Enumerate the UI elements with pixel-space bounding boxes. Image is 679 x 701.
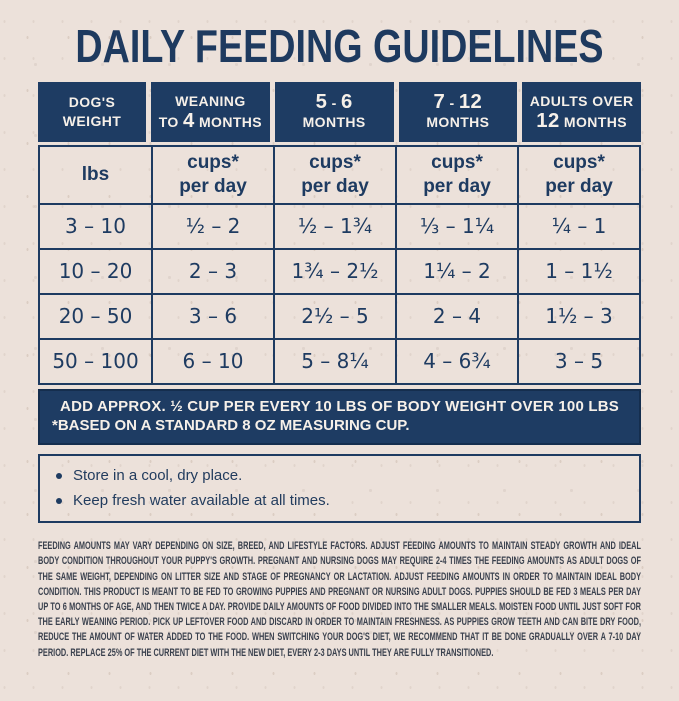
unit-text: per day — [301, 175, 369, 197]
header-line: WEANING — [175, 93, 246, 110]
fine-print-text: FEEDING AMOUNTS MAY VARY DEPENDING ON SI… — [38, 540, 641, 659]
table-row: 20 – 50 3 – 6 2½ – 5 2 – 4 1½ – 3 — [38, 292, 641, 340]
table-row: 10 – 20 2 – 3 1¾ – 2½ 1¼ – 2 1 – 1½ — [38, 247, 641, 295]
amount-cell: 1¾ – 2½ — [273, 247, 397, 295]
header-cell-adults-over-12: ADULTS OVER 12 MONTHS — [522, 81, 641, 142]
tip-text: Keep fresh water available at all times. — [73, 492, 330, 510]
header-line: MONTHS — [426, 113, 490, 130]
unit-text: cups* — [431, 151, 483, 173]
note-bar-line1: ADD APPROX. ½ CUP PER EVERY 10 LBS OF BO… — [60, 397, 619, 415]
amount-cell: ⅓ – 1¼ — [395, 202, 519, 250]
amount-cell: 2 – 3 — [151, 247, 275, 295]
header-cell-5-6-months: 5 - 6 MONTHS — [274, 81, 394, 142]
header-line: 5 - 6 — [315, 91, 353, 114]
table-row: 3 – 10 ½ – 2 ½ – 1¾ ⅓ – 1¼ ¼ – 1 — [38, 202, 641, 250]
weight-range-cell: 50 – 100 — [38, 337, 153, 385]
tip-text: Store in a cool, dry place. — [73, 466, 243, 484]
header-cell-dogs-weight: DOG'S WEIGHT — [38, 81, 146, 142]
unit-text: per day — [179, 175, 247, 197]
weight-range-cell: 20 – 50 — [38, 292, 153, 340]
unit-text: lbs — [81, 163, 110, 185]
unit-text: cups* — [187, 151, 239, 173]
amount-cell: ¼ – 1 — [517, 202, 641, 250]
header-line: DOG'S — [68, 94, 116, 111]
header-cell-weaning-4-months: WEANING TO 4 MONTHS — [151, 81, 270, 142]
fine-print-section: FEEDING AMOUNTS MAY VARY DEPENDING ON SI… — [38, 539, 641, 679]
weight-range-cell: 10 – 20 — [38, 247, 153, 295]
header-line: TO 4 MONTHS — [158, 109, 263, 132]
list-item: Store in a cool, dry place. — [56, 463, 623, 489]
note-bar-line2: *BASED ON A STANDARD 8 OZ MEASURING CUP. — [52, 416, 410, 434]
weight-range-cell: 3 – 10 — [38, 202, 153, 250]
unit-cell: cups* per day — [517, 144, 641, 205]
page-title: DAILY FEEDING GUIDELINES — [75, 20, 604, 72]
amount-cell: 3 – 6 — [151, 292, 275, 340]
amount-cell: 2½ – 5 — [273, 292, 397, 340]
units-row: lbs cups* per day cups* per day cups* pe… — [38, 144, 641, 205]
bullet-icon — [56, 498, 62, 505]
amount-cell: 2 – 4 — [395, 292, 519, 340]
amount-cell: 1¼ – 2 — [395, 247, 519, 295]
feeding-table: lbs cups* per day cups* per day cups* pe… — [38, 144, 641, 385]
list-item: Keep fresh water available at all times. — [56, 488, 623, 514]
unit-cell: cups* per day — [151, 144, 275, 205]
unit-cell: lbs — [38, 144, 153, 205]
amount-cell: 3 – 5 — [517, 337, 641, 385]
unit-text: per day — [423, 175, 491, 197]
amount-cell: ½ – 2 — [151, 202, 275, 250]
amount-cell: 5 – 8¼ — [273, 337, 397, 385]
unit-text: per day — [545, 175, 613, 197]
unit-cell: cups* per day — [395, 144, 519, 205]
amount-cell: 1 – 1½ — [517, 247, 641, 295]
header-line: 12 MONTHS — [536, 109, 627, 132]
tips-box: Store in a cool, dry place. Keep fresh w… — [38, 453, 641, 524]
feeding-table-header: DOG'S WEIGHT WEANING TO 4 MONTHS 5 - 6 M… — [38, 81, 641, 142]
amount-cell: ½ – 1¾ — [273, 202, 397, 250]
header-line: 7 - 12 — [433, 91, 483, 114]
bullet-icon — [56, 472, 62, 479]
header-line: WEIGHT — [62, 112, 122, 129]
unit-text: cups* — [309, 151, 361, 173]
table-row: 50 – 100 6 – 10 5 – 8¼ 4 – 6¾ 3 – 5 — [38, 337, 641, 385]
amount-cell: 6 – 10 — [151, 337, 275, 385]
amount-cell: 1½ – 3 — [517, 292, 641, 340]
header-line: ADULTS OVER — [529, 93, 634, 110]
unit-text: cups* — [553, 151, 605, 173]
unit-cell: cups* per day — [273, 144, 397, 205]
feeding-guidelines-sheet: DOG'S WEIGHT WEANING TO 4 MONTHS 5 - 6 M… — [0, 81, 679, 680]
amount-cell: 4 – 6¾ — [395, 337, 519, 385]
note-bar: ADD APPROX. ½ CUP PER EVERY 10 LBS OF BO… — [38, 388, 641, 445]
header-line: MONTHS — [302, 113, 366, 130]
header-cell-7-12-months: 7 - 12 MONTHS — [398, 81, 518, 142]
